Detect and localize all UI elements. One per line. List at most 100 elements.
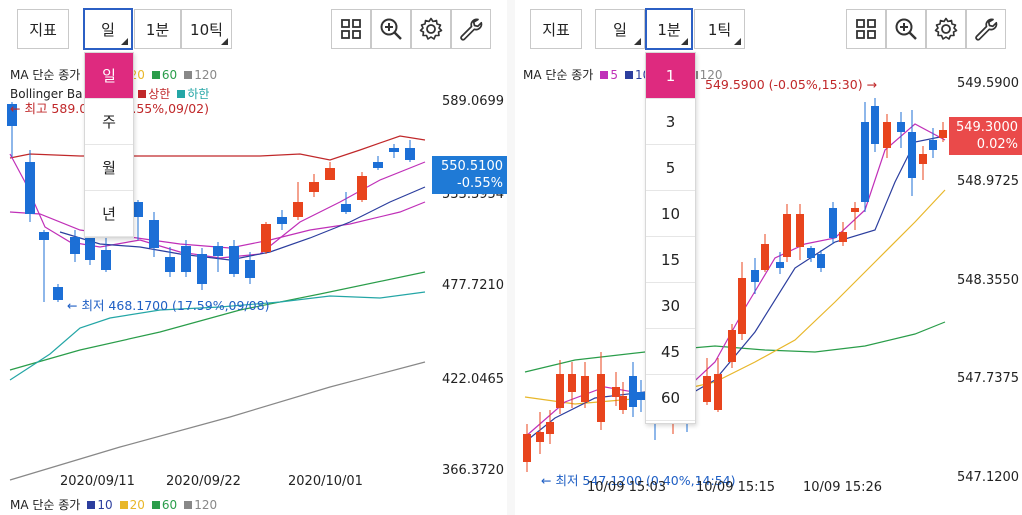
- candle-body: [325, 168, 335, 180]
- indicator-button[interactable]: 지표: [530, 9, 582, 49]
- legend-swatch: [177, 90, 186, 98]
- gear-icon: [934, 17, 958, 40]
- legend-swatch: [184, 501, 193, 509]
- indicator-button[interactable]: 지표: [17, 9, 69, 49]
- dropdown-option-15[interactable]: 15: [646, 237, 695, 283]
- ma-legend-prefix: MA 단순 종가: [10, 68, 81, 82]
- candle-body: [897, 122, 905, 132]
- grid-icon: [341, 19, 361, 39]
- x-axis-label: 2020/10/01: [288, 474, 363, 489]
- dropdown-option-3[interactable]: 3: [646, 99, 695, 145]
- candle-body: [776, 262, 784, 268]
- y-axis-label: 548.9725: [957, 174, 1020, 189]
- legend-label: 120: [194, 498, 218, 512]
- candle-body: [728, 330, 736, 362]
- legend-label: 10: [97, 498, 113, 512]
- period-button[interactable]: 일: [595, 9, 645, 49]
- tick-button[interactable]: 10틱: [181, 9, 232, 49]
- bottom-ma-legend: MA 단순 종가 10 20 60 120: [10, 496, 221, 513]
- dropdown-option-1[interactable]: 1: [646, 53, 695, 99]
- zoom-in-icon: [380, 18, 402, 40]
- candle-body: [341, 204, 351, 212]
- legend-swatch: [138, 90, 147, 98]
- bb-upper-line: [9, 135, 426, 161]
- candle-body: [908, 132, 916, 178]
- ma60-line: [9, 271, 426, 371]
- bollinger-legend-prefix: Bollinger Ba: [10, 87, 83, 101]
- dropdown-option-년[interactable]: 년: [85, 191, 133, 237]
- dropdown-option-월[interactable]: 월: [85, 145, 133, 191]
- y-axis-label: 477.7210: [442, 278, 505, 293]
- bb-lower-line: [9, 291, 426, 381]
- legend-label: 60: [161, 498, 178, 512]
- x-axis-label: 2020/09/22: [166, 474, 241, 489]
- legend-swatch: [151, 501, 160, 509]
- left-chart-canvas: [7, 102, 426, 481]
- legend-label: 하한: [187, 87, 210, 101]
- zoom-in-button[interactable]: [371, 9, 411, 49]
- candle-body: [133, 202, 143, 217]
- x-axis-label: 10/09 15:15: [696, 480, 776, 495]
- candle-body: [829, 208, 837, 238]
- dropdown-option-45[interactable]: 45: [646, 329, 695, 375]
- period-button[interactable]: 일: [83, 8, 133, 50]
- candle-body: [546, 422, 554, 434]
- minute-button[interactable]: 1분: [134, 9, 181, 49]
- dropdown-option-30[interactable]: 30: [646, 283, 695, 329]
- dropdown-triangle-icon: [734, 38, 741, 45]
- ma60-line: [524, 321, 946, 373]
- current-price: 549.3000: [955, 120, 1018, 135]
- dropdown-triangle-icon: [634, 38, 641, 45]
- legend-swatch: [151, 71, 160, 79]
- current-price-box: 550.5100 -0.55%: [432, 156, 507, 194]
- left-toolbar: 지표 일 1분 10틱: [0, 0, 507, 62]
- legend-swatch: [87, 501, 96, 509]
- dropdown-option-5[interactable]: 5: [646, 145, 695, 191]
- dropdown-option-일[interactable]: 일: [85, 53, 133, 99]
- low-annotation: ← 최저 468.1700 (17.59%,09/08): [67, 298, 270, 313]
- candle-body: [373, 162, 383, 168]
- right-price-chart[interactable]: MA 단순 종가51060120 549.5900 (-0.05%,15:30)…: [515, 62, 1022, 515]
- candle-body: [277, 217, 287, 224]
- candle-body: [53, 287, 63, 300]
- settings-button[interactable]: [926, 9, 966, 49]
- left-chart-panel: 지표 일 1분 10틱 MA 단순 종가 10 20 60 120 Bollinger …: [0, 0, 507, 515]
- candle-body: [405, 148, 415, 160]
- x-axis-label: 10/09 15:03: [587, 480, 667, 495]
- candle-body: [70, 237, 80, 254]
- zoom-in-button[interactable]: [886, 9, 926, 49]
- dropdown-option-10[interactable]: 10: [646, 191, 695, 237]
- ma120-line: [9, 361, 426, 481]
- candle-body: [556, 374, 564, 408]
- candle-body: [101, 250, 111, 270]
- tools-button[interactable]: [451, 9, 491, 49]
- candle-body: [536, 432, 544, 442]
- grid-layout-button[interactable]: [846, 9, 886, 49]
- y-axis-label: 589.0699: [442, 94, 505, 109]
- right-chart-canvas: [523, 98, 947, 472]
- dropdown-option-60[interactable]: 60: [646, 375, 695, 421]
- y-axis-label: 422.0465: [442, 372, 505, 387]
- settings-button[interactable]: [411, 9, 451, 49]
- current-price-box: 549.3000 0.02%: [949, 117, 1022, 155]
- candle-body: [629, 376, 637, 407]
- candle-body: [817, 254, 825, 268]
- dropdown-option-주[interactable]: 주: [85, 99, 133, 145]
- candle-body: [165, 257, 175, 272]
- price-change: -0.55%: [457, 176, 503, 191]
- minute-dropdown: 1 3 5 10 15 30 45 60: [645, 52, 696, 424]
- x-axis-label: 2020/09/11: [60, 474, 135, 489]
- grid-layout-button[interactable]: [331, 9, 371, 49]
- candle-body: [389, 148, 399, 152]
- legend-label: 120: [699, 68, 723, 82]
- tools-button[interactable]: [966, 9, 1006, 49]
- legend-label: 상한: [148, 87, 171, 101]
- y-axis-label: 549.5900: [957, 76, 1020, 91]
- ma5-line: [9, 153, 426, 259]
- minute-button[interactable]: 1분: [645, 8, 693, 50]
- candle-body: [25, 162, 35, 214]
- candle-body: [703, 376, 711, 402]
- legend-swatch: [119, 501, 128, 509]
- tick-button[interactable]: 1틱: [694, 9, 745, 49]
